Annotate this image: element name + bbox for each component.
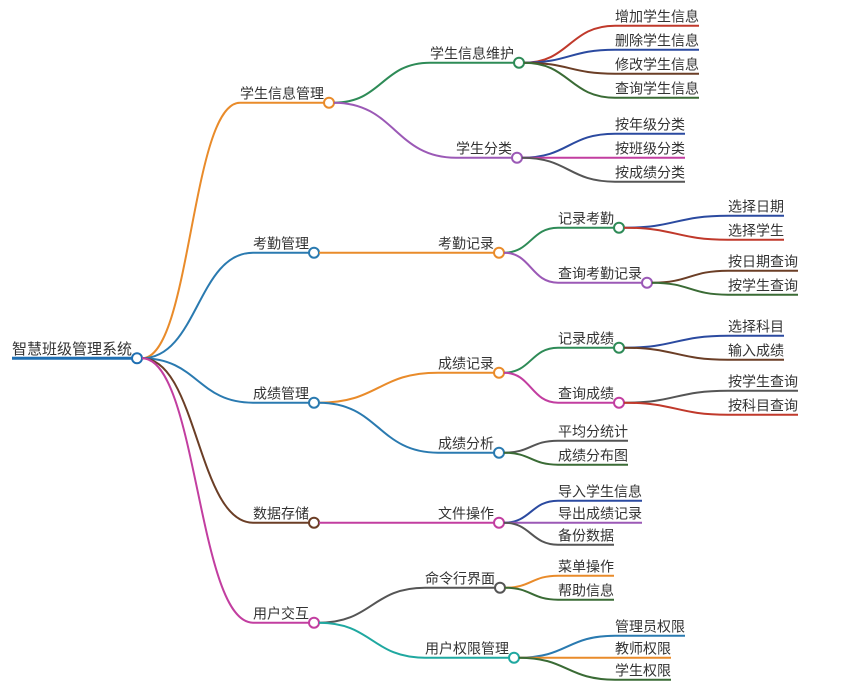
mindmap-edge — [624, 336, 728, 348]
node-handle — [494, 448, 504, 458]
mindmap-edge — [519, 636, 615, 658]
node-label: 学生分类 — [456, 141, 512, 157]
node-label: 菜单操作 — [558, 559, 614, 575]
node-label: 学生信息维护 — [430, 46, 514, 62]
node-label: 成绩管理 — [253, 386, 309, 402]
mindmap-edge — [504, 348, 558, 373]
node-handle — [614, 343, 624, 353]
node-handle — [494, 518, 504, 528]
node-handle — [309, 398, 319, 408]
node-label: 输入成绩 — [728, 343, 784, 359]
node-label: 查询学生信息 — [615, 81, 699, 97]
mindmap-edge — [624, 228, 728, 240]
node-label: 教师权限 — [615, 641, 671, 657]
node-handle — [309, 248, 319, 258]
node-handle — [509, 653, 519, 663]
node-label: 考勤记录 — [438, 236, 494, 252]
mindmap-edge — [319, 588, 425, 623]
node-handle — [614, 398, 624, 408]
node-label: 记录考勤 — [558, 211, 614, 227]
mindmap-edge — [504, 441, 558, 453]
node-label: 增加学生信息 — [615, 9, 699, 25]
root-handle — [132, 353, 142, 363]
node-label: 用户交互 — [253, 606, 309, 622]
node-handle — [494, 368, 504, 378]
node-handle — [642, 278, 652, 288]
node-label: 导入学生信息 — [558, 484, 642, 500]
node-label: 按成绩分类 — [615, 165, 685, 181]
mindmap-edge — [504, 501, 558, 523]
node-label: 平均分统计 — [558, 424, 628, 440]
mindmap-edge — [319, 403, 438, 453]
node-label: 修改学生信息 — [615, 57, 699, 73]
node-handle — [324, 98, 334, 108]
node-label: 按学生查询 — [728, 374, 798, 390]
node-label: 成绩分析 — [438, 436, 494, 452]
node-label: 备份数据 — [558, 528, 614, 544]
mindmap-edge — [319, 373, 438, 403]
node-handle — [512, 153, 522, 163]
node-handle — [309, 518, 319, 528]
node-label: 学生权限 — [615, 663, 671, 679]
node-handle — [514, 58, 524, 68]
node-label: 文件操作 — [438, 506, 494, 522]
mindmap-edge — [624, 216, 728, 228]
mindmap-edge — [624, 391, 728, 403]
node-label: 查询成绩 — [558, 386, 614, 402]
mindmap-edge — [624, 403, 728, 415]
node-label: 管理员权限 — [615, 619, 685, 635]
mindmap-edge — [142, 358, 253, 522]
mindmap-edge — [504, 523, 558, 545]
mindmap-edge — [142, 358, 253, 622]
node-label: 导出成绩记录 — [558, 506, 642, 522]
mindmap-edge — [652, 283, 728, 295]
node-label: 删除学生信息 — [615, 33, 699, 49]
node-label: 考勤管理 — [253, 236, 309, 252]
mindmap-edge — [505, 588, 558, 600]
node-label: 选择科目 — [728, 319, 784, 335]
mindmap-edge — [624, 348, 728, 360]
mindmap-edge — [142, 103, 240, 359]
mindmap-edge — [519, 658, 615, 680]
mindmap-edge — [505, 576, 558, 588]
node-label: 按科目查询 — [728, 398, 798, 414]
mindmap-edge — [504, 373, 558, 403]
node-label: 成绩分布图 — [558, 448, 628, 464]
node-label: 记录成绩 — [558, 331, 614, 347]
node-label: 帮助信息 — [558, 583, 614, 599]
mindmap-edge — [522, 134, 615, 158]
mindmap-edge — [334, 103, 456, 158]
node-label: 按学生查询 — [728, 278, 798, 294]
mindmap-edge — [319, 623, 425, 658]
node-label: 选择学生 — [728, 223, 784, 239]
node-label: 按年级分类 — [615, 117, 685, 133]
mindmap-edge — [504, 228, 558, 253]
node-label: 学生信息管理 — [240, 86, 324, 102]
mindmap-edge — [142, 253, 253, 359]
node-handle — [495, 583, 505, 593]
node-label: 按班级分类 — [615, 141, 685, 157]
node-handle — [614, 223, 624, 233]
node-handle — [494, 248, 504, 258]
mindmap-edge — [334, 63, 430, 103]
node-label: 数据存储 — [253, 506, 309, 522]
node-label: 查询考勤记录 — [558, 266, 642, 282]
mindmap-edge — [504, 453, 558, 465]
mindmap-edge — [652, 271, 728, 283]
node-label: 选择日期 — [728, 199, 784, 215]
node-label: 命令行界面 — [425, 571, 495, 587]
mindmap-canvas: 智慧班级管理系统学生信息管理学生信息维护增加学生信息删除学生信息修改学生信息查询… — [0, 0, 848, 691]
node-label: 按日期查询 — [728, 254, 798, 270]
root-node-label: 智慧班级管理系统 — [12, 340, 132, 358]
mindmap-edge — [522, 158, 615, 182]
node-label: 成绩记录 — [438, 356, 494, 372]
mindmap-edge — [504, 253, 558, 283]
node-handle — [309, 618, 319, 628]
node-label: 用户权限管理 — [425, 641, 509, 657]
